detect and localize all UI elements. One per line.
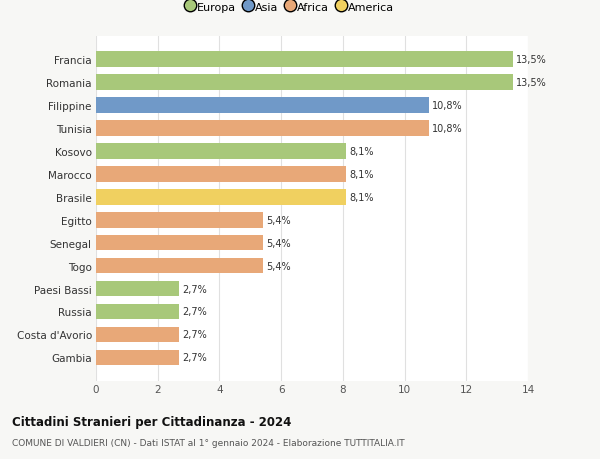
Bar xyxy=(96,258,263,274)
Text: COMUNE DI VALDIERI (CN) - Dati ISTAT al 1° gennaio 2024 - Elaborazione TUTTITALI: COMUNE DI VALDIERI (CN) - Dati ISTAT al … xyxy=(12,438,404,448)
Text: 2,7%: 2,7% xyxy=(182,307,207,317)
Legend: Europa, Asia, Africa, America: Europa, Asia, Africa, America xyxy=(182,0,398,17)
Bar xyxy=(96,304,179,319)
Text: 8,1%: 8,1% xyxy=(349,169,374,179)
Text: 2,7%: 2,7% xyxy=(182,353,207,363)
Text: 8,1%: 8,1% xyxy=(349,192,374,202)
Text: Cittadini Stranieri per Cittadinanza - 2024: Cittadini Stranieri per Cittadinanza - 2… xyxy=(12,415,292,428)
Text: 8,1%: 8,1% xyxy=(349,147,374,157)
Text: 5,4%: 5,4% xyxy=(266,261,290,271)
Text: 2,7%: 2,7% xyxy=(182,330,207,340)
Bar xyxy=(96,350,179,365)
Bar xyxy=(96,281,179,297)
Bar xyxy=(96,144,346,159)
Bar xyxy=(96,235,263,251)
Bar xyxy=(96,327,179,342)
Text: 10,8%: 10,8% xyxy=(433,101,463,111)
Bar xyxy=(96,190,346,205)
Text: 10,8%: 10,8% xyxy=(433,124,463,134)
Bar xyxy=(96,213,263,228)
Text: 2,7%: 2,7% xyxy=(182,284,207,294)
Text: 13,5%: 13,5% xyxy=(515,55,547,65)
Bar xyxy=(96,121,429,137)
Bar xyxy=(96,52,512,68)
Bar xyxy=(96,75,512,91)
Text: 13,5%: 13,5% xyxy=(515,78,547,88)
Text: 5,4%: 5,4% xyxy=(266,238,290,248)
Text: 5,4%: 5,4% xyxy=(266,215,290,225)
Bar xyxy=(96,98,429,114)
Bar xyxy=(96,167,346,182)
